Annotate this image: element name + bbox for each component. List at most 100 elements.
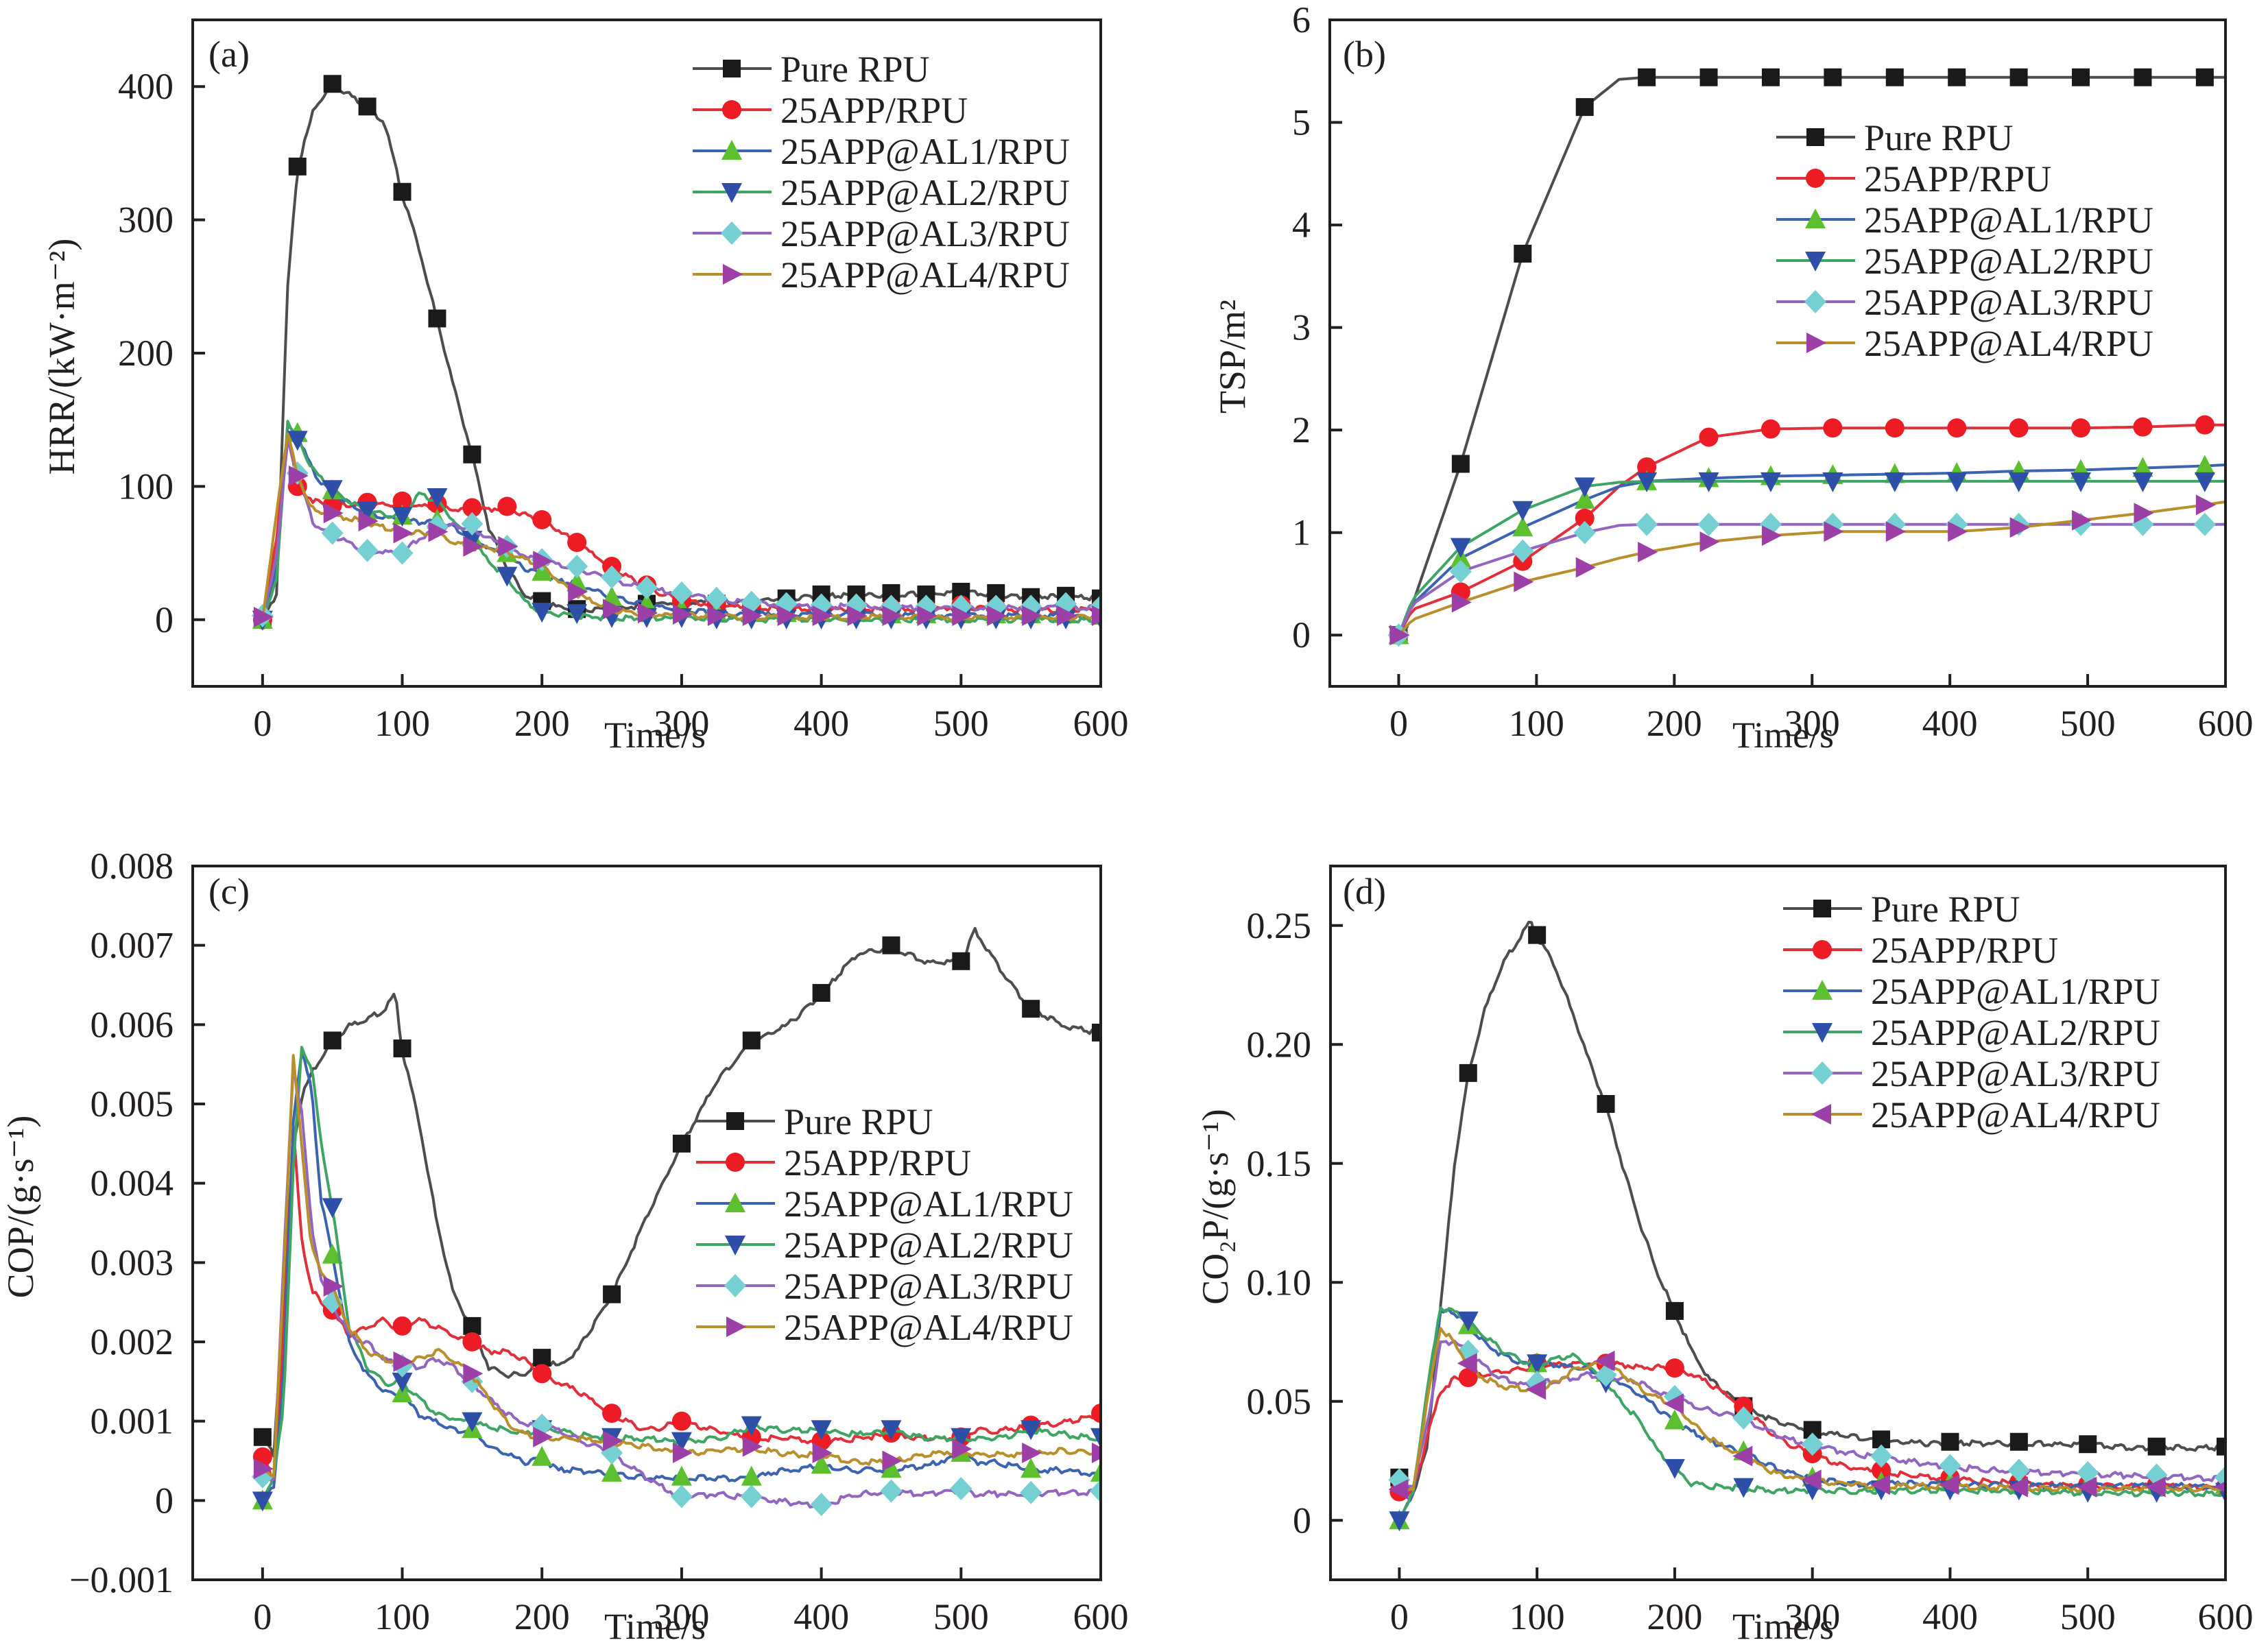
data-point-marker: [952, 605, 972, 626]
data-point-marker: [566, 555, 588, 579]
data-point-marker: [1824, 68, 1842, 86]
data-point-marker: [1939, 1474, 1959, 1495]
data-point-marker: [567, 533, 587, 553]
data-point-marker: [1801, 1469, 1822, 1491]
data-point-marker: [1801, 1432, 1824, 1456]
panel-d-ylabel: CO₂P/(g·s⁻¹): [1195, 1109, 1236, 1305]
data-point-marker: [287, 431, 308, 451]
data-point-marker: [1389, 1511, 1410, 1532]
y-tick-label: −0.001: [69, 1559, 174, 1600]
legend: Pure RPU25APP/RPU25APP@AL1/RPU25APP@AL2/…: [693, 49, 1070, 296]
data-point-marker: [601, 565, 623, 589]
data-point-marker: [1637, 457, 1657, 477]
data-point-marker: [1946, 472, 1968, 492]
legend-label: 25APP@AL3/RPU: [780, 213, 1070, 254]
x-tick-label: 200: [1647, 1596, 1702, 1637]
legend-label: Pure RPU: [1864, 117, 2014, 158]
plot-area: [1388, 920, 2224, 1532]
data-point-marker: [951, 1428, 972, 1448]
legend-marker-icon: [1813, 940, 1832, 959]
data-point-marker: [2195, 68, 2214, 86]
x-tick-label: 100: [374, 703, 430, 744]
legend-label: 25APP@AL1/RPU: [1864, 200, 2153, 241]
data-point-marker: [880, 1479, 903, 1503]
data-point-marker: [1760, 419, 1780, 439]
y-tick-label: 0.10: [1247, 1262, 1312, 1303]
panel-b-tsp: (b) Time/s TSP/m² 0 100 200 300 400 500 600 0 1 2…: [1212, 0, 2254, 756]
panel-d-label: (d): [1343, 871, 1386, 912]
data-point-marker: [1527, 1354, 1548, 1375]
y-tick-label: 0: [1292, 614, 1311, 656]
data-point-marker: [1872, 1460, 1891, 1480]
data-point-marker: [810, 1493, 833, 1517]
data-point-marker: [707, 605, 728, 626]
data-point-marker: [2009, 418, 2029, 438]
legend-marker-icon: [1806, 128, 1824, 146]
data-point-marker: [670, 581, 693, 605]
panel-b-ylabel: TSP/m²: [1212, 300, 1253, 413]
data-point-marker: [1663, 1393, 1684, 1415]
data-point-marker: [1732, 1445, 1753, 1467]
data-point-marker: [812, 605, 833, 626]
legend-label: Pure RPU: [784, 1101, 933, 1142]
data-point-marker: [2194, 472, 2215, 492]
x-tick-label: 600: [2198, 1596, 2254, 1637]
y-tick-label: 0.006: [91, 1004, 174, 1045]
data-point-marker: [322, 1198, 343, 1218]
data-point-marker: [1514, 244, 1532, 263]
series-line-2: [1397, 464, 2224, 636]
data-point-marker: [393, 1351, 414, 1372]
data-point-marker: [1870, 1444, 1893, 1468]
x-tick-label: 300: [654, 1596, 709, 1637]
data-point-marker: [2079, 1435, 2097, 1454]
legend: Pure RPU25APP/RPU25APP@AL1/RPU25APP@AL2/…: [1783, 889, 2160, 1135]
data-point-marker: [2215, 1467, 2224, 1488]
data-point-marker: [1528, 926, 1547, 944]
x-tick-label: 300: [1784, 703, 1840, 744]
data-point-marker: [847, 605, 868, 626]
y-tick-label: 0.20: [1247, 1024, 1312, 1065]
data-point-marker: [742, 605, 763, 626]
x-tick-label: 500: [2060, 1596, 2116, 1637]
data-point-marker: [882, 936, 900, 954]
legend-marker-icon: [1811, 1104, 1831, 1125]
plot-frame: [1328, 19, 2227, 688]
data-point-marker: [2072, 509, 2092, 531]
data-point-marker: [1575, 508, 1595, 528]
data-point-marker: [322, 480, 343, 501]
panel-b-label: (b): [1343, 34, 1386, 75]
data-point-marker: [253, 1458, 274, 1480]
data-point-marker: [1451, 592, 1472, 613]
data-point-marker: [777, 605, 798, 626]
legend-label: 25APP@AL4/RPU: [1871, 1094, 2160, 1135]
y-tick-label: 0.003: [91, 1242, 174, 1283]
data-point-marker: [1388, 1479, 1409, 1500]
legend-marker-icon: [1812, 1023, 1833, 1043]
data-point-marker: [1884, 472, 1905, 492]
data-point-marker: [601, 1461, 623, 1482]
x-tick-label: 400: [793, 703, 849, 744]
x-tick-label: 500: [933, 703, 989, 744]
data-point-marker: [1090, 1428, 1099, 1445]
y-tick-label: 0: [155, 1480, 174, 1521]
legend-marker-icon: [1806, 333, 1826, 353]
data-point-marker: [2077, 1476, 2097, 1498]
data-point-marker: [602, 1404, 622, 1423]
series-line-3: [1397, 479, 2224, 636]
y-tick-label: 0.05: [1247, 1381, 1312, 1422]
legend-marker-icon: [1805, 208, 1826, 228]
panel-a-label: (a): [208, 34, 250, 75]
data-point-marker: [1734, 1396, 1754, 1416]
legend-label: 25APP@AL4/RPU: [780, 254, 1070, 296]
data-point-marker: [1697, 512, 1720, 536]
data-point-marker: [811, 1420, 832, 1441]
x-tick-label: 500: [2060, 703, 2116, 744]
data-point-marker: [1699, 531, 1720, 553]
data-point-marker: [566, 604, 588, 625]
y-tick-label: 400: [118, 66, 174, 107]
data-point-marker: [253, 1428, 272, 1446]
data-point-marker: [882, 605, 903, 626]
data-point-marker: [671, 1465, 692, 1486]
data-point-marker: [1870, 1474, 1891, 1495]
data-point-marker: [672, 604, 693, 625]
